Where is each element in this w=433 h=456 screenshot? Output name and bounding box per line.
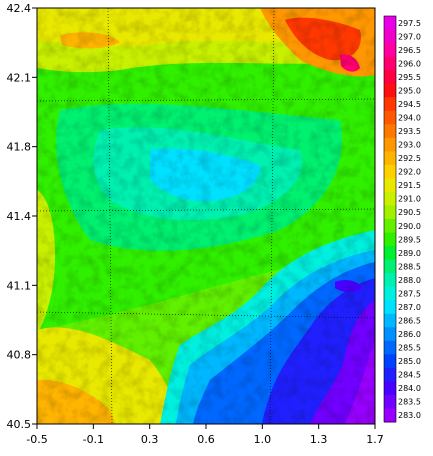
x-tick-label: 1.3 <box>310 433 328 446</box>
x-tick-label: 1.0 <box>254 433 272 446</box>
colorbar-level-label: 286.0 <box>398 330 421 339</box>
y-tick-label: 42.1 <box>7 71 32 84</box>
y-tick-label: 41.4 <box>7 210 32 223</box>
colorbar-level-label: 283.5 <box>398 398 421 407</box>
colorbar-swatch <box>384 286 396 301</box>
colorbar-swatch <box>384 124 396 139</box>
colorbar-swatch <box>384 219 396 234</box>
colorbar-swatch <box>384 178 396 193</box>
colorbar-level-label: 297.5 <box>398 19 421 28</box>
x-tick-label: -0.1 <box>83 433 104 446</box>
colorbar-level-label: 290.0 <box>398 222 421 231</box>
colorbar-level-label: 289.5 <box>398 235 421 244</box>
colorbar-level-label: 289.0 <box>398 249 421 258</box>
colorbar-swatch <box>384 137 396 152</box>
colorbar-level-label: 292.0 <box>398 168 421 177</box>
colorbar-level-label: 284.5 <box>398 371 421 380</box>
colorbar-swatch <box>384 367 396 382</box>
colorbar-level-label: 297.0 <box>398 32 421 41</box>
colorbar-swatch <box>384 29 396 44</box>
colorbar-level-label: 296.5 <box>398 46 421 55</box>
field-texture <box>37 8 375 424</box>
colorbar-swatch <box>384 70 396 85</box>
plot-area <box>37 8 375 424</box>
colorbar-level-label: 292.5 <box>398 154 421 163</box>
colorbar-swatch <box>384 327 396 342</box>
colorbar-swatch <box>384 97 396 112</box>
colorbar-swatch <box>384 205 396 220</box>
y-axis: 42.4 42.1 41.8 41.4 41.1 40.8 40.5 <box>7 2 37 431</box>
colorbar-swatch <box>384 340 396 355</box>
colorbar-swatch <box>384 164 396 179</box>
y-tick-label: 40.5 <box>7 418 32 431</box>
colorbar: 297.5 297.0 296.5 296.0 295.5 295.0 294.5 294.0… <box>383 15 421 423</box>
colorbar-level-label: 295.5 <box>398 73 421 82</box>
y-tick-label: 41.8 <box>7 141 32 154</box>
colorbar-level-label: 288.0 <box>398 276 421 285</box>
colorbar-level-label: 288.5 <box>398 262 421 271</box>
colorbar-swatch <box>384 408 396 423</box>
colorbar-swatch <box>384 151 396 166</box>
colorbar-swatch <box>384 394 396 409</box>
colorbar-swatch <box>384 354 396 369</box>
colorbar-swatch <box>384 232 396 247</box>
x-axis: -0.5 -0.1 0.3 0.6 1.0 1.3 1.7 <box>26 424 384 446</box>
colorbar-level-label: 291.5 <box>398 181 421 190</box>
colorbar-level-label: 284.0 <box>398 384 421 393</box>
colorbar-level-label: 295.0 <box>398 86 421 95</box>
colorbar-swatch <box>384 273 396 288</box>
colorbar-level-label: 285.5 <box>398 344 421 353</box>
colorbar-level-label: 287.0 <box>398 303 421 312</box>
colorbar-level-label: 285.0 <box>398 357 421 366</box>
colorbar-level-label: 294.5 <box>398 100 421 109</box>
colorbar-swatch <box>384 110 396 125</box>
colorbar-swatch <box>384 300 396 315</box>
colorbar-swatch <box>384 16 396 31</box>
colorbar-level-label: 293.5 <box>398 127 421 136</box>
colorbar-swatch <box>384 191 396 206</box>
colorbar-swatch <box>384 43 396 58</box>
x-tick-label: 0.6 <box>197 433 215 446</box>
x-tick-label: 0.3 <box>141 433 159 446</box>
colorbar-level-label: 290.5 <box>398 208 421 217</box>
colorbar-swatch <box>384 381 396 396</box>
colorbar-level-label: 291.0 <box>398 195 421 204</box>
colorbar-swatch <box>384 246 396 261</box>
colorbar-frame <box>383 15 397 423</box>
y-tick-label: 42.4 <box>7 2 32 15</box>
y-tick-label: 41.1 <box>7 279 32 292</box>
x-tick-label: -0.5 <box>26 433 47 446</box>
colorbar-level-label: 283.0 <box>398 411 421 420</box>
colorbar-swatch <box>384 83 396 98</box>
grid-lines <box>36 7 376 425</box>
colorbar-level-label: 293.0 <box>398 141 421 150</box>
colorbar-level-label: 286.5 <box>398 317 421 326</box>
colorbar-level-label: 296.0 <box>398 59 421 68</box>
colorbar-swatch <box>384 56 396 71</box>
y-tick-label: 40.8 <box>7 349 32 362</box>
colorbar-swatch <box>384 313 396 328</box>
x-tick-label: 1.7 <box>366 433 384 446</box>
colorbar-swatch <box>384 259 396 274</box>
colorbar-level-label: 294.0 <box>398 114 421 123</box>
colorbar-level-label: 287.5 <box>398 289 421 298</box>
